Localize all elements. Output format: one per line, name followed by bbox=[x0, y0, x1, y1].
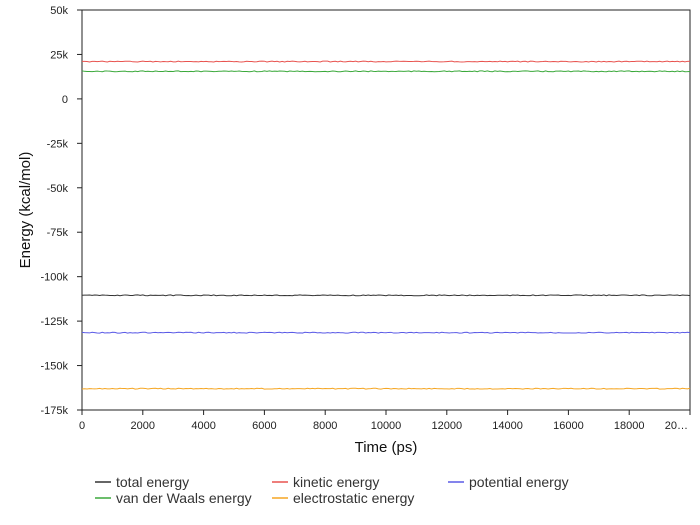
y-tick-label: 25k bbox=[50, 49, 68, 61]
x-tick-label: 6000 bbox=[252, 420, 276, 432]
legend-label: van der Waals energy bbox=[116, 490, 252, 506]
x-tick-label: 8000 bbox=[313, 420, 337, 432]
x-tick-label: 20… bbox=[665, 420, 688, 432]
series-line-van-der-Waals-energy bbox=[81, 70, 691, 73]
x-tick-label: 0 bbox=[79, 420, 85, 432]
series-layer bbox=[81, 60, 691, 390]
legend: total energy kinetic energy potential ener… bbox=[95, 474, 569, 506]
series-line-kinetic-energy bbox=[81, 60, 691, 63]
series-line-electrostatic-energy bbox=[81, 387, 691, 390]
y-tick-label: 0 bbox=[62, 94, 68, 106]
series-line-total-energy bbox=[81, 294, 691, 297]
plot-frame bbox=[81, 9, 691, 411]
y-tick-label: -50k bbox=[47, 183, 69, 195]
y-tick-label: 50k bbox=[50, 5, 68, 17]
x-tick-label: 16000 bbox=[553, 420, 584, 432]
legend-label: kinetic energy bbox=[293, 474, 379, 490]
x-tick-label: 14000 bbox=[492, 420, 523, 432]
y-tick-label: -25k bbox=[47, 138, 69, 150]
y-tick-label: -150k bbox=[40, 361, 68, 373]
y-axis: 50k 25k 0 -25k -50k -75k -100k -125k -150k -175k bbox=[40, 5, 82, 417]
x-tick-label: 4000 bbox=[191, 420, 215, 432]
y-axis-title: Energy (kcal/mol) bbox=[17, 152, 34, 269]
y-tick-label: -75k bbox=[47, 227, 69, 239]
y-tick-label: -100k bbox=[40, 272, 68, 284]
legend-label: potential energy bbox=[469, 474, 569, 490]
legend-label: electrostatic energy bbox=[293, 490, 414, 506]
x-axis: 0 2000 4000 6000 8000 10000 12000 14000 16000 180… bbox=[79, 410, 691, 432]
x-tick-label: 2000 bbox=[131, 420, 155, 432]
y-tick-label: -175k bbox=[40, 405, 68, 417]
x-tick-label: 10000 bbox=[371, 420, 402, 432]
legend-label: total energy bbox=[116, 474, 189, 490]
x-tick-label: 12000 bbox=[432, 420, 463, 432]
x-axis-title: Time (ps) bbox=[355, 439, 418, 456]
series-line-potential-energy bbox=[81, 331, 691, 334]
x-tick-label: 18000 bbox=[614, 420, 645, 432]
y-tick-label: -125k bbox=[40, 316, 68, 328]
plot-area bbox=[81, 9, 691, 411]
